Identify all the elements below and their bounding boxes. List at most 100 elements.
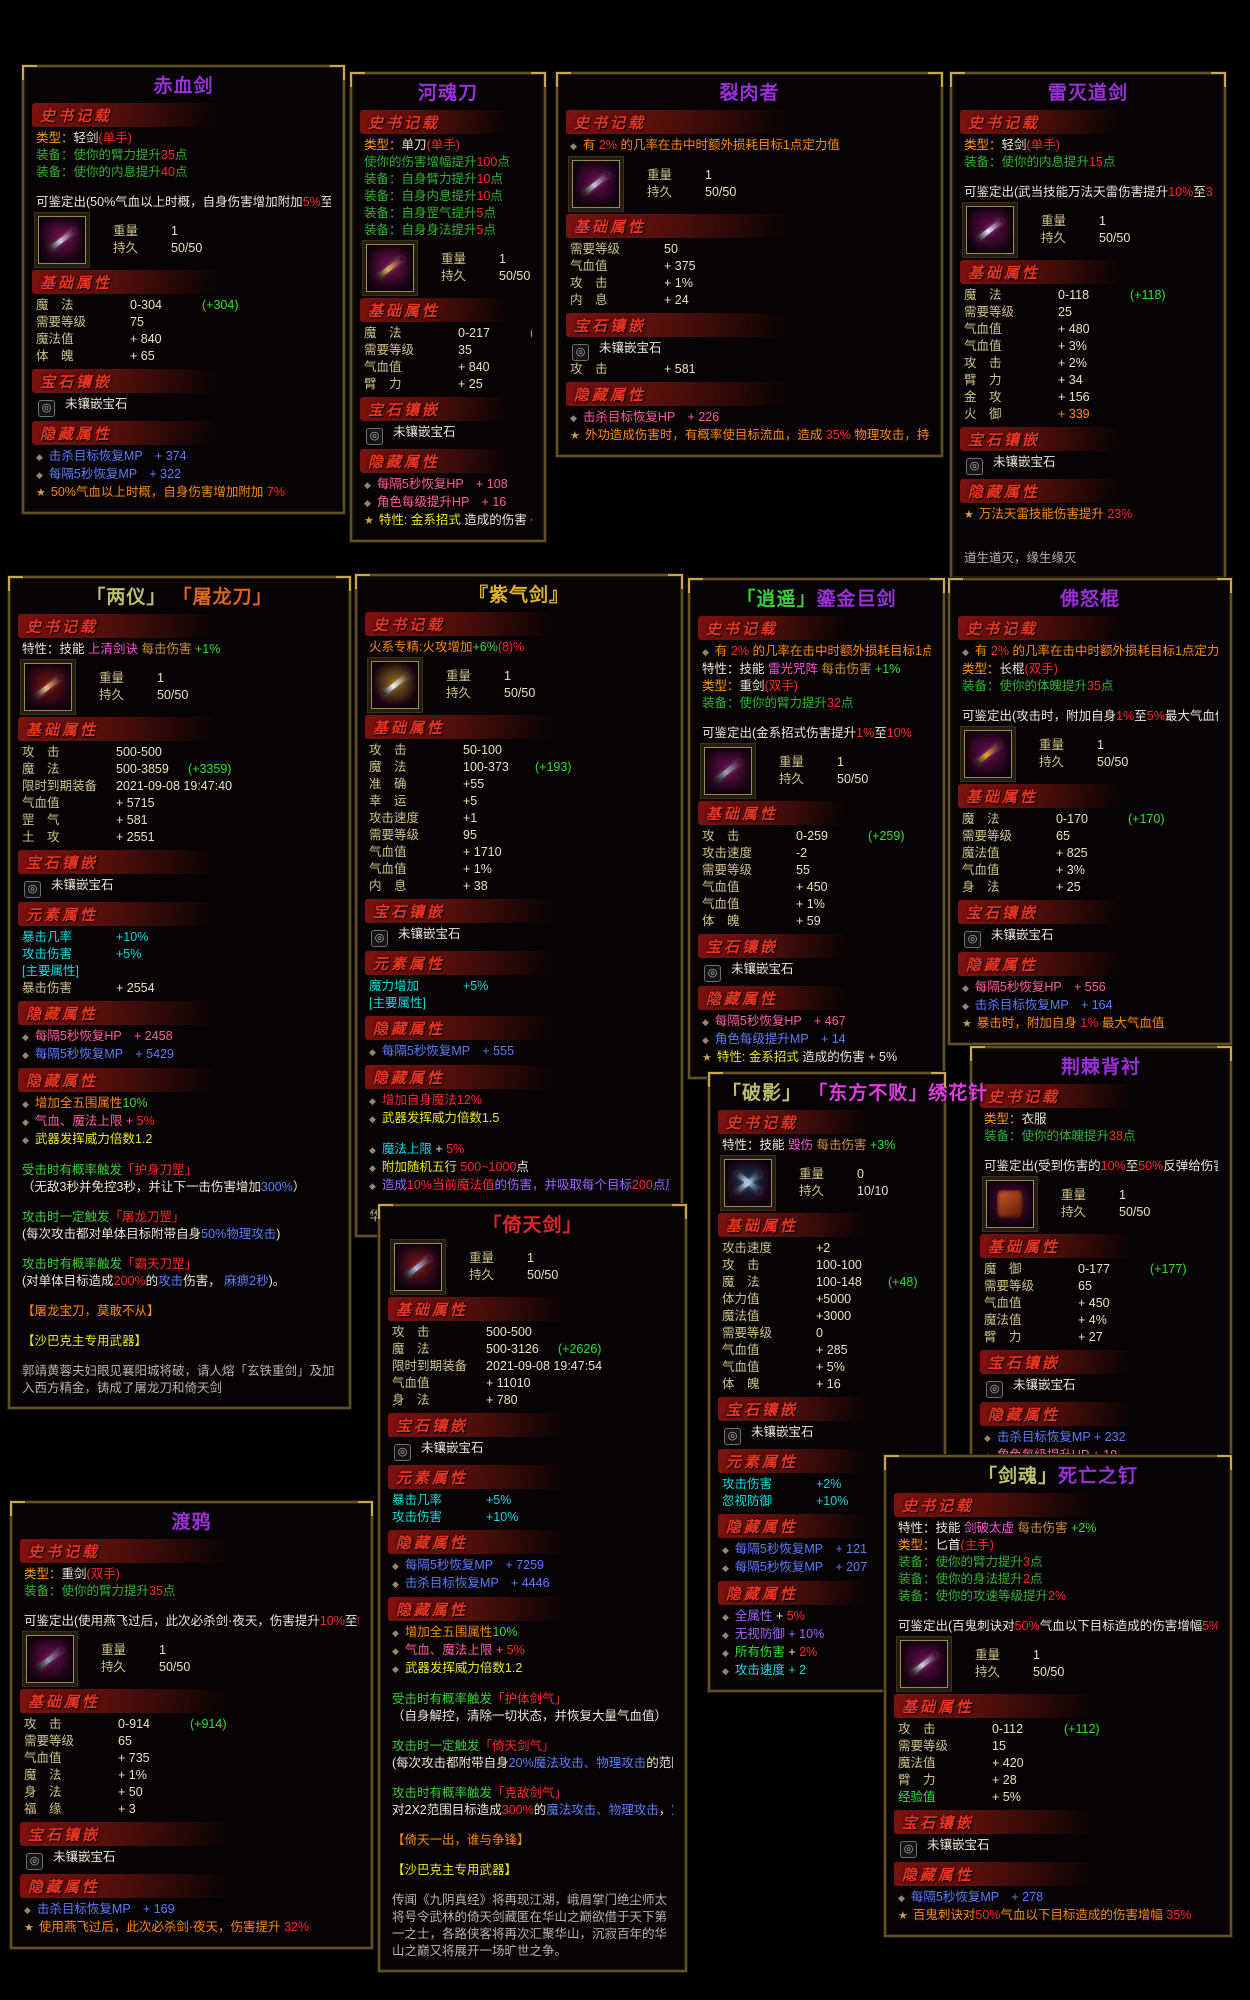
gem-socket-icon[interactable]: ◎ — [24, 881, 41, 898]
item-icon-block: 重量 1 持久 50/50 — [702, 747, 931, 795]
item-icon[interactable] — [704, 747, 752, 795]
text-segment: 「逍遥」 — [736, 589, 817, 610]
section-banner: 史书记载 — [20, 1539, 226, 1563]
text-segment: 每隔5秒恢复MP + 121 — [734, 1542, 868, 1556]
text-segment: 50/50 — [171, 241, 203, 255]
weight-row: 重量 1 — [113, 223, 202, 240]
text-row: 类型：单刀(单手) — [364, 137, 532, 154]
stat-row: 身 法 + 50 — [24, 1784, 359, 1801]
text-segment: + 840 — [130, 332, 162, 346]
stat-row: 身 法 + 25 — [962, 879, 1218, 896]
item-icon-block: 重量 1 持久 50/50 — [392, 1243, 673, 1291]
text-row: ◆ 每隔5秒恢复MP + 278 — [898, 1889, 1218, 1907]
gem-socket-icon[interactable]: ◎ — [966, 458, 983, 475]
text-segment: 每隔5秒恢复MP + 207 — [734, 1560, 868, 1574]
text-segment: 1 — [837, 755, 844, 769]
stat-row: 限时到期装备 2021-09-08 19:47:54 — [392, 1358, 673, 1375]
blade-icon — [381, 672, 410, 697]
text-segment: 轻剑 — [1001, 138, 1027, 152]
item-icon[interactable] — [964, 730, 1012, 778]
text-segment: 1 — [1033, 1648, 1040, 1662]
diamond-bullet-icon: ◆ — [36, 452, 43, 462]
item-icon[interactable] — [26, 1635, 74, 1683]
weight-durability: 重量 0 持久 10/10 — [799, 1166, 888, 1200]
item-icon[interactable] — [724, 1159, 772, 1207]
text-segment: 魔 法 — [962, 812, 1000, 826]
text-row: ◆ 每隔5秒恢复MP + 121 — [722, 1541, 932, 1559]
text-segment: 1 — [159, 1643, 166, 1657]
section-banner: 隐藏属性 — [365, 1065, 551, 1089]
text-segment: 未镶嵌宝石 — [731, 962, 794, 976]
item-icon[interactable] — [900, 1640, 948, 1688]
text-segment: 点 — [490, 172, 503, 186]
star-bullet-icon: ★ — [898, 1910, 908, 1922]
gem-socket-icon[interactable]: ◎ — [394, 1444, 411, 1461]
text-row: 郭靖黄蓉夫妇眼见襄阳城将破，请人熔「玄铁重剑」及加入西方精金，铸成了屠龙刀和倚天… — [22, 1363, 337, 1397]
item-icon[interactable] — [371, 661, 419, 709]
text-segment: 增加全五围属性 — [404, 1625, 493, 1639]
diamond-bullet-icon: ◆ — [22, 1117, 29, 1127]
text-segment: 增加全五围属性 — [34, 1096, 123, 1110]
gem-socket-icon[interactable]: ◎ — [724, 1428, 741, 1445]
item-panel-ziqijian: 『紫气剑』 史书记载 火系专精:火攻增加+6%(8)% 重量 1 持久 50/50 基础属性攻… — [355, 574, 683, 1237]
text-segment: 可鉴定出(百鬼刺诀对 — [898, 1619, 1015, 1633]
gem-socket-icon[interactable]: ◎ — [964, 931, 981, 948]
text-segment: 35% — [1166, 1908, 1192, 1922]
text-segment: 重量 — [101, 1643, 127, 1657]
text-row: ★ 外功造成伤害时，有概率使目标流血，造成 35% 物理攻击，持续5次 — [570, 427, 929, 445]
text-segment: 匕首 — [935, 1538, 961, 1552]
text-segment: 魔 法 — [392, 1342, 430, 1356]
spacer — [392, 1879, 673, 1892]
text-row: ◆ 每隔5秒恢复HP + 108 — [364, 476, 532, 494]
text-segment: 攻击 — [158, 1274, 184, 1288]
text-segment: 重剑 — [739, 679, 765, 693]
text-segment: 轻剑 — [73, 131, 99, 145]
section-banner: 基础属性 — [32, 270, 216, 294]
item-icon[interactable] — [394, 1243, 442, 1291]
gem-socket-icon[interactable]: ◎ — [572, 344, 589, 361]
text-segment: 32% — [284, 1920, 310, 1934]
gem-socket-icon[interactable]: ◎ — [26, 1853, 43, 1870]
gem-socket-icon[interactable]: ◎ — [900, 1841, 917, 1858]
text-segment: 的伤害，并吸取每个目标 — [494, 1178, 632, 1192]
diamond-bullet-icon: ◆ — [962, 983, 969, 993]
weight-durability: 重量 1 持久 50/50 — [975, 1647, 1064, 1681]
text-row: （自身解控，清除一切状态，并恢复大量气血值） — [392, 1708, 673, 1725]
text-segment: + 50 — [118, 1785, 143, 1799]
section-banner: 隐藏属性 — [894, 1862, 1092, 1886]
item-icon[interactable] — [366, 244, 414, 292]
text-segment: + 11010 — [486, 1376, 531, 1390]
gem-socket-icon[interactable]: ◎ — [371, 930, 388, 947]
text-row: 特性：技能 上清剑诀 每击伤害 +1% — [22, 641, 337, 658]
text-segment: + 156 — [1058, 390, 1090, 404]
text-segment: 魔 法 — [36, 298, 74, 312]
text-segment: 未镶嵌宝石 — [65, 397, 128, 411]
text-segment: 受击时有概率触发 — [392, 1692, 493, 1706]
gem-socket-icon[interactable]: ◎ — [366, 428, 383, 445]
text-segment: 可鉴定出(金系招式伤害提升 — [702, 726, 857, 740]
item-icon[interactable] — [986, 1180, 1034, 1228]
text-segment: 气血值 — [722, 1343, 760, 1357]
gem-socket-icon[interactable]: ◎ — [38, 400, 55, 417]
text-segment: -2 — [796, 846, 808, 860]
spacer — [22, 1243, 337, 1256]
text-segment: 气血以下目标造成的伤害增幅 — [1000, 1908, 1167, 1922]
text-segment: 未镶嵌宝石 — [53, 1850, 116, 1864]
item-icon[interactable] — [38, 216, 86, 264]
text-segment: 50/50 — [837, 772, 869, 786]
gem-socket-icon[interactable]: ◎ — [986, 1381, 1003, 1398]
text-segment: 50 — [664, 242, 678, 256]
item-icon[interactable] — [572, 160, 620, 208]
stat-row: 需要等级 50 — [570, 241, 929, 258]
text-segment: 50/50 — [504, 686, 536, 700]
text-segment: 20%魔法攻击、物理攻击 — [508, 1756, 647, 1770]
item-icon[interactable] — [24, 663, 72, 711]
item-icon[interactable] — [966, 206, 1014, 254]
spacer — [392, 1725, 673, 1738]
text-segment: 每隔5秒恢复MP + 555 — [381, 1044, 515, 1058]
diamond-bullet-icon: ◆ — [702, 1017, 709, 1027]
gem-socket-icon[interactable]: ◎ — [704, 965, 721, 982]
item-panel-jingjibeichen: 荆棘背衬 史书记载 类型：衣服 装备：使你的体魄提升38点 可鉴定出(受到伤害的10%至… — [970, 1046, 1232, 1495]
text-segment: 点魔法值 — [652, 1178, 669, 1192]
stat-row: 气血值 + 11010 — [392, 1375, 673, 1392]
